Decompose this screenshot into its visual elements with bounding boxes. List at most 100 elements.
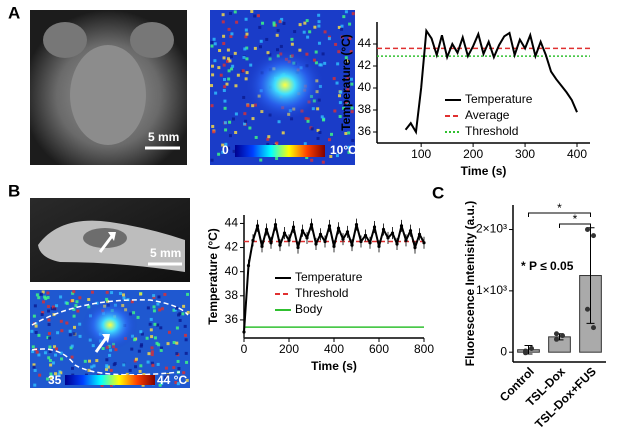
- noise-pixel: [150, 346, 154, 350]
- noise-pixel: [74, 304, 78, 308]
- noise-pixel: [160, 307, 164, 311]
- noise-pixel: [185, 360, 189, 364]
- noise-pixel: [73, 325, 77, 329]
- noise-pixel: [49, 377, 53, 381]
- noise-pixel: [164, 366, 168, 370]
- noise-pixel: [108, 353, 112, 357]
- noise-pixel: [222, 63, 226, 67]
- noise-pixel: [134, 357, 138, 361]
- noise-pixel: [50, 307, 54, 311]
- line: [243, 221, 425, 333]
- data-point: [591, 233, 596, 239]
- noise-pixel: [76, 309, 80, 313]
- noise-pixel: [241, 69, 245, 73]
- noise-pixel: [178, 318, 182, 322]
- noise-pixel: [125, 372, 129, 376]
- noise-pixel: [217, 152, 221, 156]
- noise-pixel: [351, 12, 355, 16]
- noise-pixel: [46, 296, 50, 300]
- noise-pixel: [344, 10, 348, 14]
- noise-pixel: [349, 50, 353, 54]
- noise-pixel: [337, 94, 341, 98]
- noise-pixel: [223, 106, 227, 110]
- noise-pixel: [243, 122, 247, 126]
- y-tick-label: 38: [358, 102, 372, 116]
- noise-pixel: [47, 318, 51, 322]
- noise-pixel: [87, 368, 91, 372]
- noise-pixel: [229, 55, 233, 59]
- noise-pixel: [153, 336, 157, 340]
- noise-pixel: [105, 290, 109, 294]
- noise-pixel: [31, 345, 35, 349]
- noise-pixel: [293, 30, 297, 34]
- y-tick-label: 36: [358, 124, 372, 138]
- noise-pixel: [275, 33, 279, 37]
- noise-pixel: [109, 368, 113, 372]
- mri-lobe: [130, 22, 174, 58]
- noise-pixel: [32, 314, 36, 318]
- noise-pixel: [68, 333, 72, 337]
- noise-pixel: [139, 344, 143, 348]
- colorbar-label: 10°C: [330, 143, 357, 157]
- noise-pixel: [233, 51, 237, 55]
- x-tick-label: 200: [463, 147, 483, 161]
- noise-pixel: [276, 29, 280, 33]
- noise-pixel: [41, 290, 45, 294]
- noise-pixel: [342, 106, 346, 110]
- noise-pixel: [50, 374, 54, 378]
- noise-pixel: [339, 90, 343, 94]
- y-tick-label: 42: [358, 58, 372, 72]
- noise-pixel: [231, 64, 235, 68]
- noise-pixel: [149, 328, 153, 332]
- noise-pixel: [310, 158, 314, 162]
- line: [404, 27, 578, 136]
- noise-pixel: [78, 334, 82, 338]
- noise-pixel: [348, 37, 352, 41]
- noise-pixel: [226, 59, 230, 63]
- noise-pixel: [224, 128, 228, 132]
- noise-pixel: [105, 364, 109, 368]
- noise-pixel: [70, 344, 74, 348]
- noise-pixel: [158, 383, 162, 387]
- noise-pixel: [183, 324, 187, 328]
- noise-pixel: [245, 46, 249, 50]
- noise-pixel: [140, 332, 144, 336]
- noise-pixel: [69, 346, 73, 350]
- noise-pixel: [222, 34, 226, 38]
- noise-pixel: [186, 310, 190, 314]
- noise-pixel: [228, 120, 232, 124]
- noise-pixel: [242, 55, 246, 59]
- noise-pixel: [184, 333, 188, 337]
- noise-pixel: [318, 63, 322, 67]
- y-tick-label: 38: [225, 288, 239, 302]
- noise-pixel: [30, 329, 34, 333]
- noise-pixel: [128, 368, 132, 372]
- noise-pixel: [282, 21, 286, 25]
- noise-pixel: [59, 351, 63, 355]
- noise-pixel: [320, 115, 324, 119]
- x-tick-label: 400: [324, 342, 344, 356]
- noise-pixel: [235, 20, 239, 24]
- noise-pixel: [55, 304, 59, 308]
- noise-pixel: [211, 124, 215, 128]
- x-tick-label: 0: [241, 342, 248, 356]
- noise-pixel: [112, 363, 116, 367]
- y-axis-label: Temperature (°C): [206, 228, 220, 325]
- y-tick-label: 1×10³: [476, 283, 507, 297]
- noise-pixel: [340, 27, 344, 31]
- noise-pixel: [83, 359, 87, 363]
- noise-pixel: [223, 121, 227, 125]
- noise-pixel: [227, 57, 231, 61]
- noise-pixel: [105, 358, 109, 362]
- y-tick-label: 44: [358, 36, 372, 50]
- noise-pixel: [210, 84, 214, 88]
- legend-label: Temperature: [465, 92, 533, 106]
- noise-pixel: [166, 342, 170, 346]
- legend-label: Temperature: [295, 270, 363, 284]
- scale-bar-label: 5 mm: [150, 246, 181, 260]
- noise-pixel: [218, 49, 222, 53]
- significance-star: *: [557, 201, 562, 215]
- noise-pixel: [48, 350, 52, 354]
- noise-pixel: [214, 91, 218, 95]
